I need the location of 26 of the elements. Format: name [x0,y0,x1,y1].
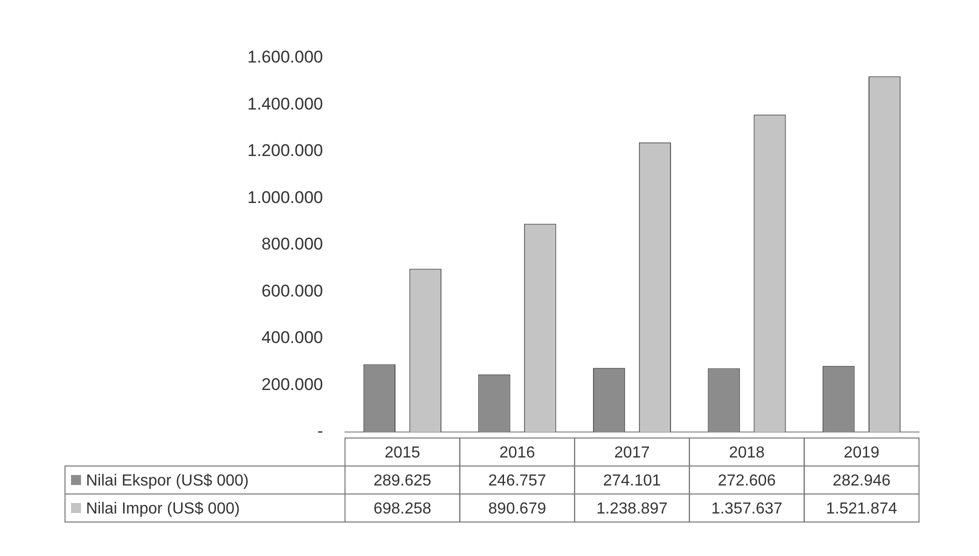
x-tick-label: 2019 [844,444,880,462]
legend-label: Nilai Impor (US$ 000) [86,500,240,518]
y-tick-label: - [317,422,323,441]
y-tick-label: 200.000 [262,374,323,394]
data-label: 890.679 [488,500,546,518]
data-label: 282.946 [832,472,891,490]
x-tick-label: 2017 [614,444,650,462]
x-tick-label: 2015 [384,444,420,462]
y-tick-label: 1.600.000 [247,48,323,67]
legend-label: Nilai Ekspor (US$ 000) [86,472,249,490]
data-label: 698.258 [373,500,432,518]
x-tick-label: 2016 [499,444,536,462]
x-tick-label: 2018 [729,444,765,462]
data-label: 272.606 [718,472,776,490]
data-label: 1.521.874 [826,500,898,518]
y-tick-label: 400.000 [262,328,323,348]
y-tick-label: 1.400.000 [247,94,323,114]
data-label: 1.238.897 [596,500,668,518]
data-label: 246.757 [488,472,546,490]
y-tick-label: 1.200.000 [247,141,323,160]
data-label: 289.625 [373,472,432,490]
data-label: 274.101 [603,472,662,490]
y-tick-label: 600.000 [262,281,323,300]
data-label: 1.357.637 [711,500,782,518]
y-tick-label: 800.000 [262,234,323,254]
y-tick-label: 1.000.000 [247,188,323,207]
